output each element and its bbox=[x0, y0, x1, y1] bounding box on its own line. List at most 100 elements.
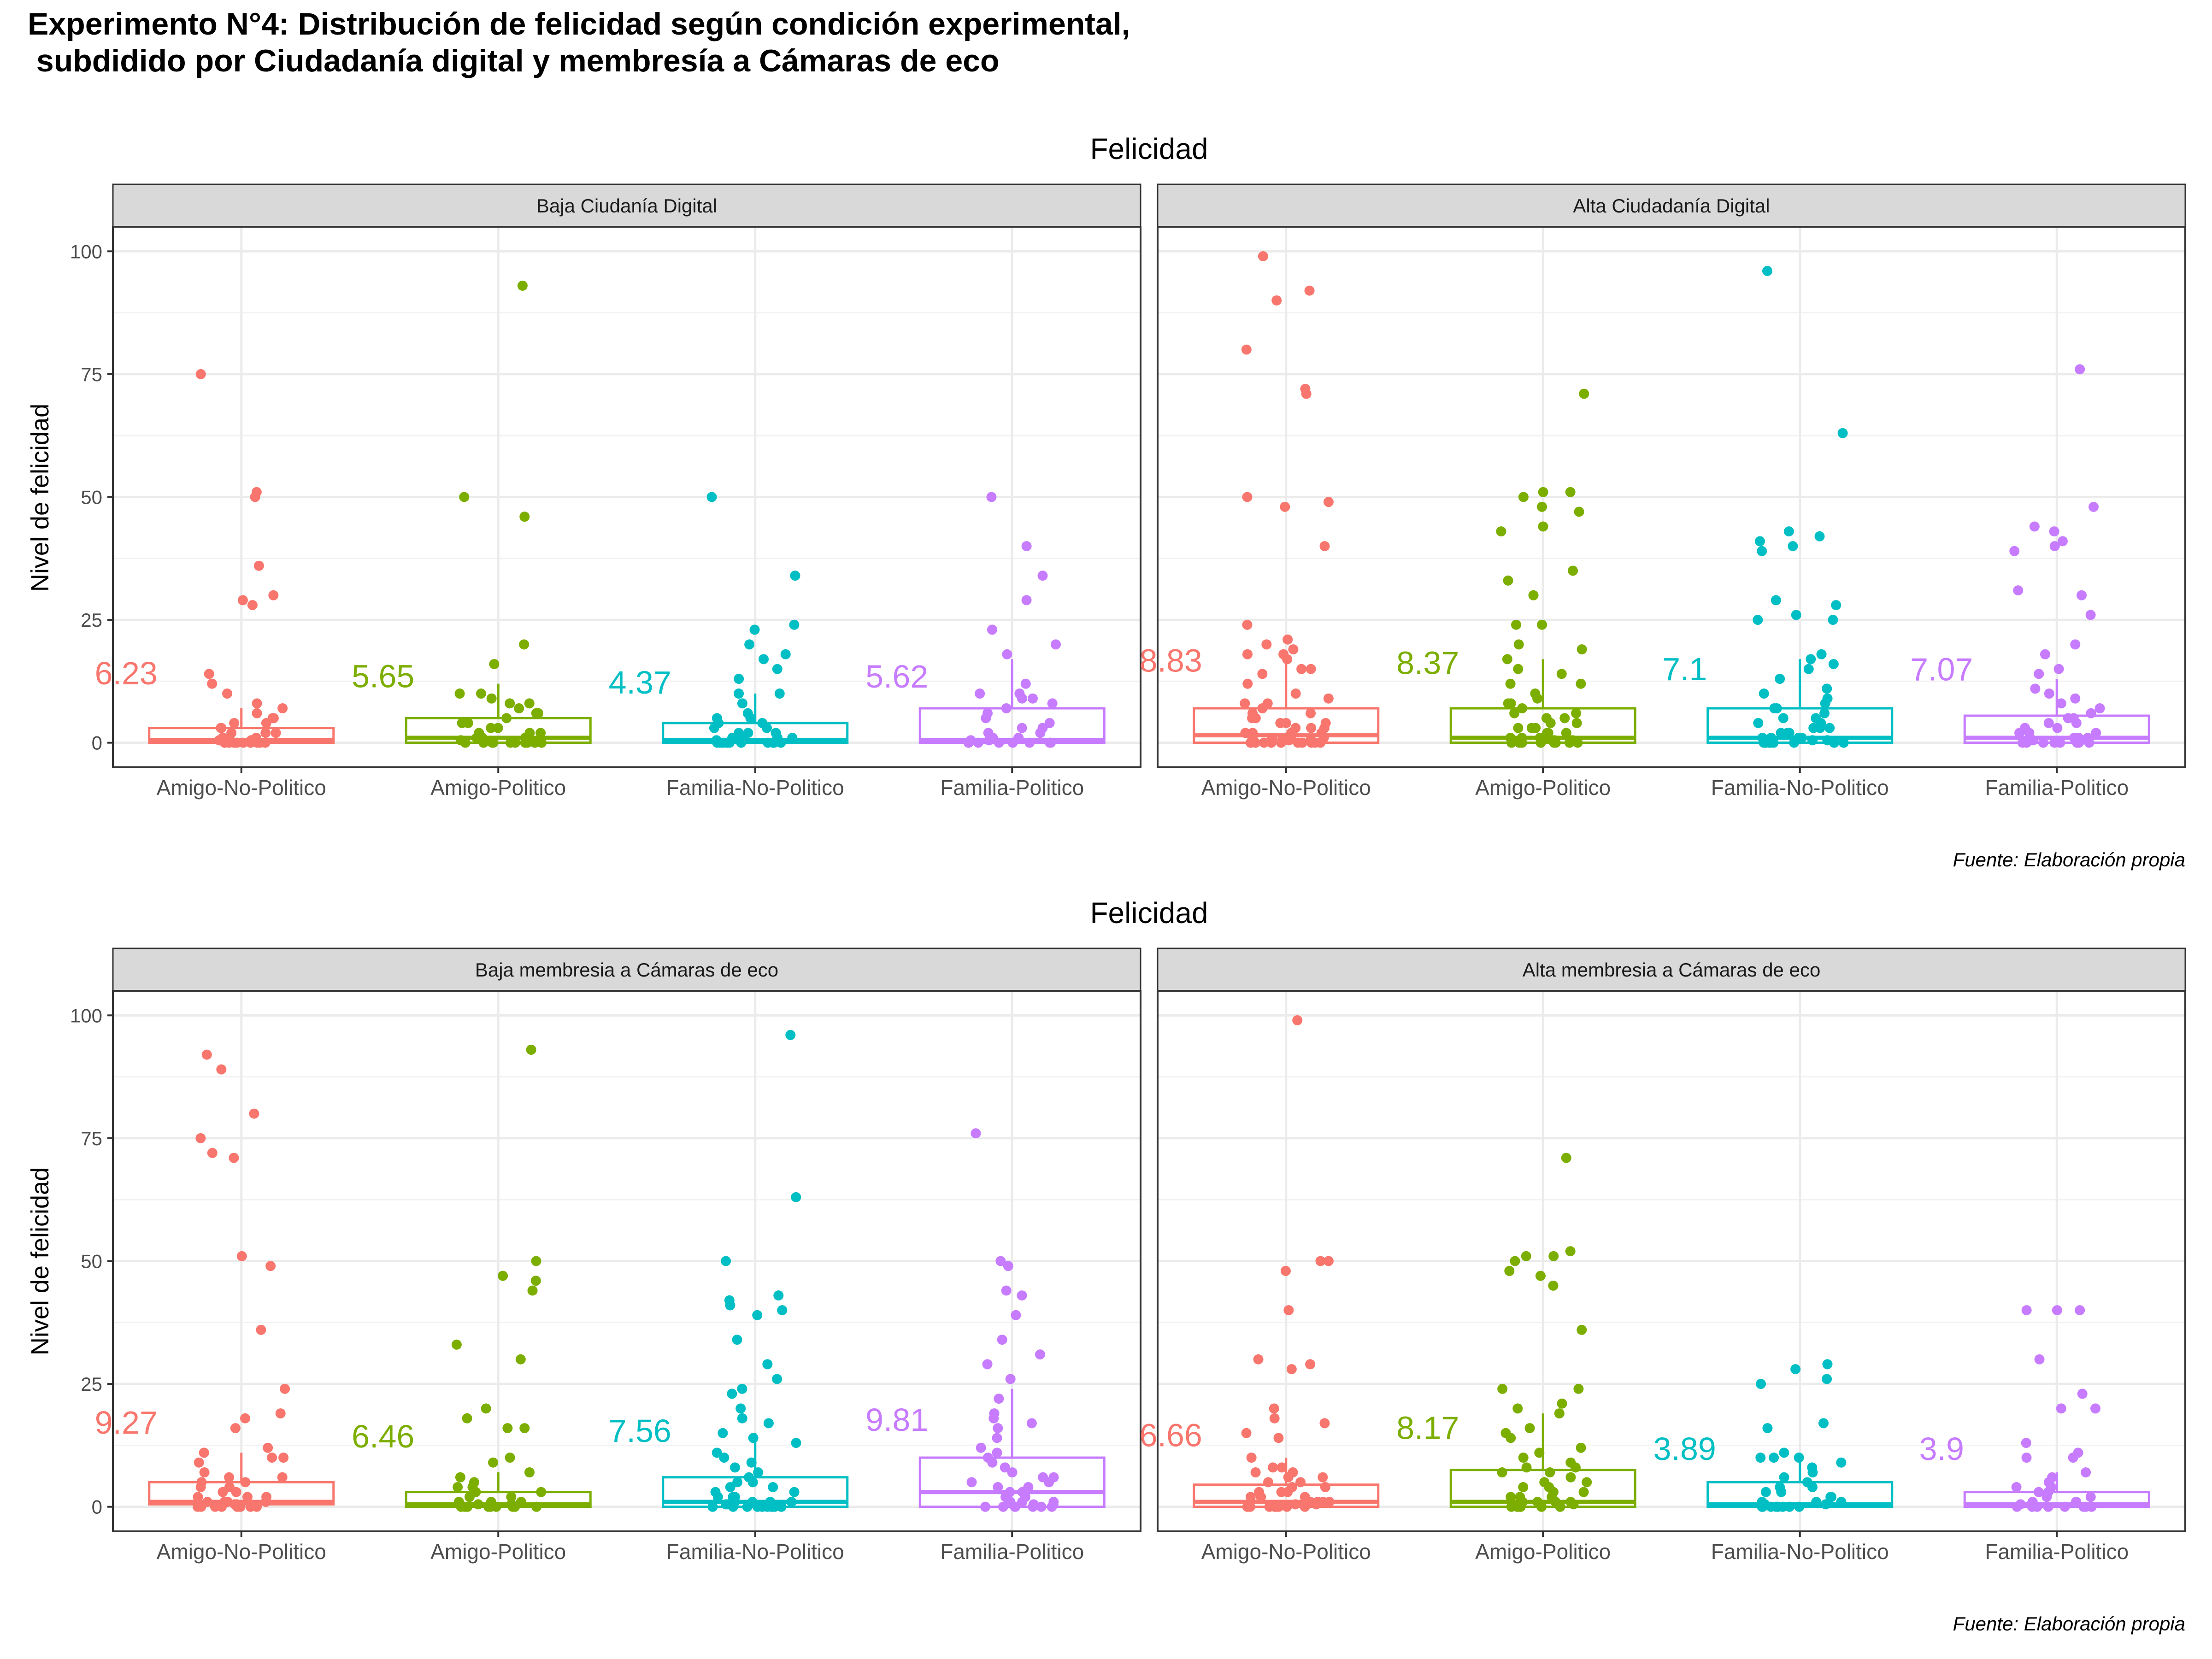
y-axis-label: Nivel de felicidad bbox=[26, 1167, 54, 1355]
data-point bbox=[1323, 693, 1334, 704]
data-point bbox=[1245, 1492, 1256, 1502]
data-point bbox=[1836, 1497, 1847, 1507]
data-point bbox=[1570, 1462, 1581, 1473]
mean-label: 6.46 bbox=[352, 1418, 414, 1454]
data-point bbox=[455, 1472, 465, 1483]
data-point bbox=[460, 737, 471, 748]
data-point bbox=[473, 1499, 483, 1510]
data-point bbox=[1273, 1433, 1284, 1443]
data-point bbox=[757, 1501, 768, 1512]
data-point bbox=[493, 723, 503, 733]
data-point bbox=[1794, 1453, 1804, 1463]
data-point bbox=[1808, 723, 1819, 733]
data-point bbox=[752, 1310, 763, 1320]
data-point bbox=[261, 718, 271, 729]
data-point bbox=[737, 1413, 747, 1424]
data-point bbox=[260, 728, 271, 738]
y-tick-label: 50 bbox=[81, 487, 102, 508]
data-point bbox=[712, 1447, 722, 1458]
data-point bbox=[1044, 718, 1055, 729]
data-point bbox=[1257, 703, 1268, 714]
data-point bbox=[204, 669, 214, 679]
data-point bbox=[524, 1467, 535, 1478]
data-point bbox=[1000, 1462, 1010, 1473]
data-point bbox=[1001, 703, 1012, 714]
data-point bbox=[502, 1423, 513, 1434]
data-point bbox=[993, 1423, 1003, 1434]
x-tick-label: Amigo-Politico bbox=[430, 776, 566, 800]
data-point bbox=[1261, 639, 1272, 650]
data-point bbox=[1535, 737, 1546, 748]
data-point bbox=[2049, 526, 2059, 537]
data-point bbox=[2070, 639, 2081, 650]
data-point bbox=[201, 1049, 212, 1060]
data-point bbox=[459, 492, 470, 502]
data-point bbox=[1819, 708, 1830, 718]
data-point bbox=[787, 733, 798, 743]
caption-text: Fuente: Elaboración propia bbox=[1953, 1613, 2185, 1635]
data-point bbox=[1257, 669, 1268, 679]
data-point bbox=[748, 1433, 759, 1443]
data-point bbox=[237, 595, 248, 606]
data-point bbox=[1769, 1453, 1779, 1463]
data-point bbox=[481, 1403, 491, 1414]
data-point bbox=[737, 698, 747, 709]
data-point bbox=[1250, 1467, 1261, 1478]
mean-label: 9.27 bbox=[95, 1405, 158, 1441]
data-point bbox=[1242, 678, 1253, 689]
y-axis-label: Nivel de felicidad bbox=[26, 404, 54, 592]
data-point bbox=[1505, 678, 1516, 689]
data-point bbox=[519, 639, 529, 650]
data-point bbox=[729, 1462, 740, 1473]
data-point bbox=[777, 1305, 788, 1316]
data-point bbox=[1535, 1271, 1546, 1281]
data-point bbox=[1017, 693, 1027, 704]
data-point bbox=[1775, 674, 1785, 684]
group-amigo-no-politico: 6.66 bbox=[1140, 1015, 1380, 1512]
data-point bbox=[256, 1324, 266, 1335]
data-point bbox=[776, 737, 786, 748]
data-point bbox=[505, 737, 516, 748]
data-point bbox=[768, 1482, 778, 1493]
data-point bbox=[1565, 487, 1576, 497]
data-point bbox=[745, 713, 756, 724]
data-point bbox=[1007, 737, 1018, 748]
mean-label: 3.9 bbox=[1919, 1431, 1964, 1467]
data-point bbox=[1275, 718, 1286, 729]
data-point bbox=[263, 1442, 273, 1453]
data-point bbox=[1828, 659, 1839, 670]
data-point bbox=[1046, 737, 1056, 748]
data-point bbox=[1506, 1433, 1516, 1443]
data-point bbox=[2081, 1467, 2091, 1478]
data-point bbox=[1504, 1265, 1515, 1276]
data-point bbox=[1258, 251, 1268, 261]
data-point bbox=[531, 1501, 542, 1512]
data-point bbox=[275, 1408, 286, 1419]
y-tick-label: 75 bbox=[81, 1128, 102, 1149]
facet-strip bbox=[1157, 183, 2186, 228]
data-point bbox=[992, 1447, 1002, 1458]
data-point bbox=[530, 1276, 541, 1286]
data-point bbox=[1838, 737, 1849, 748]
group-familia-no-politico: 7.56 bbox=[609, 1030, 849, 1512]
data-point bbox=[721, 1256, 731, 1266]
data-point bbox=[224, 1472, 235, 1483]
data-point bbox=[2034, 1487, 2044, 1497]
data-point bbox=[725, 1482, 735, 1493]
data-point bbox=[1253, 1354, 1264, 1365]
data-point bbox=[734, 688, 744, 699]
data-point bbox=[1503, 698, 1513, 709]
facet-strip-label: Alta membresia a Cámaras de eco bbox=[1523, 959, 1821, 981]
data-point bbox=[240, 1413, 251, 1424]
data-point bbox=[725, 1300, 735, 1311]
data-point bbox=[1047, 1501, 1057, 1512]
data-point bbox=[2085, 610, 2096, 620]
data-point bbox=[462, 1501, 473, 1512]
data-point bbox=[2029, 521, 2040, 532]
data-point bbox=[527, 1285, 538, 1296]
data-point bbox=[1300, 1501, 1310, 1512]
data-point bbox=[471, 733, 482, 743]
facet-strip bbox=[112, 183, 1141, 228]
group-familia-politico: 9.81 bbox=[865, 1128, 1106, 1512]
data-point bbox=[1306, 708, 1316, 718]
